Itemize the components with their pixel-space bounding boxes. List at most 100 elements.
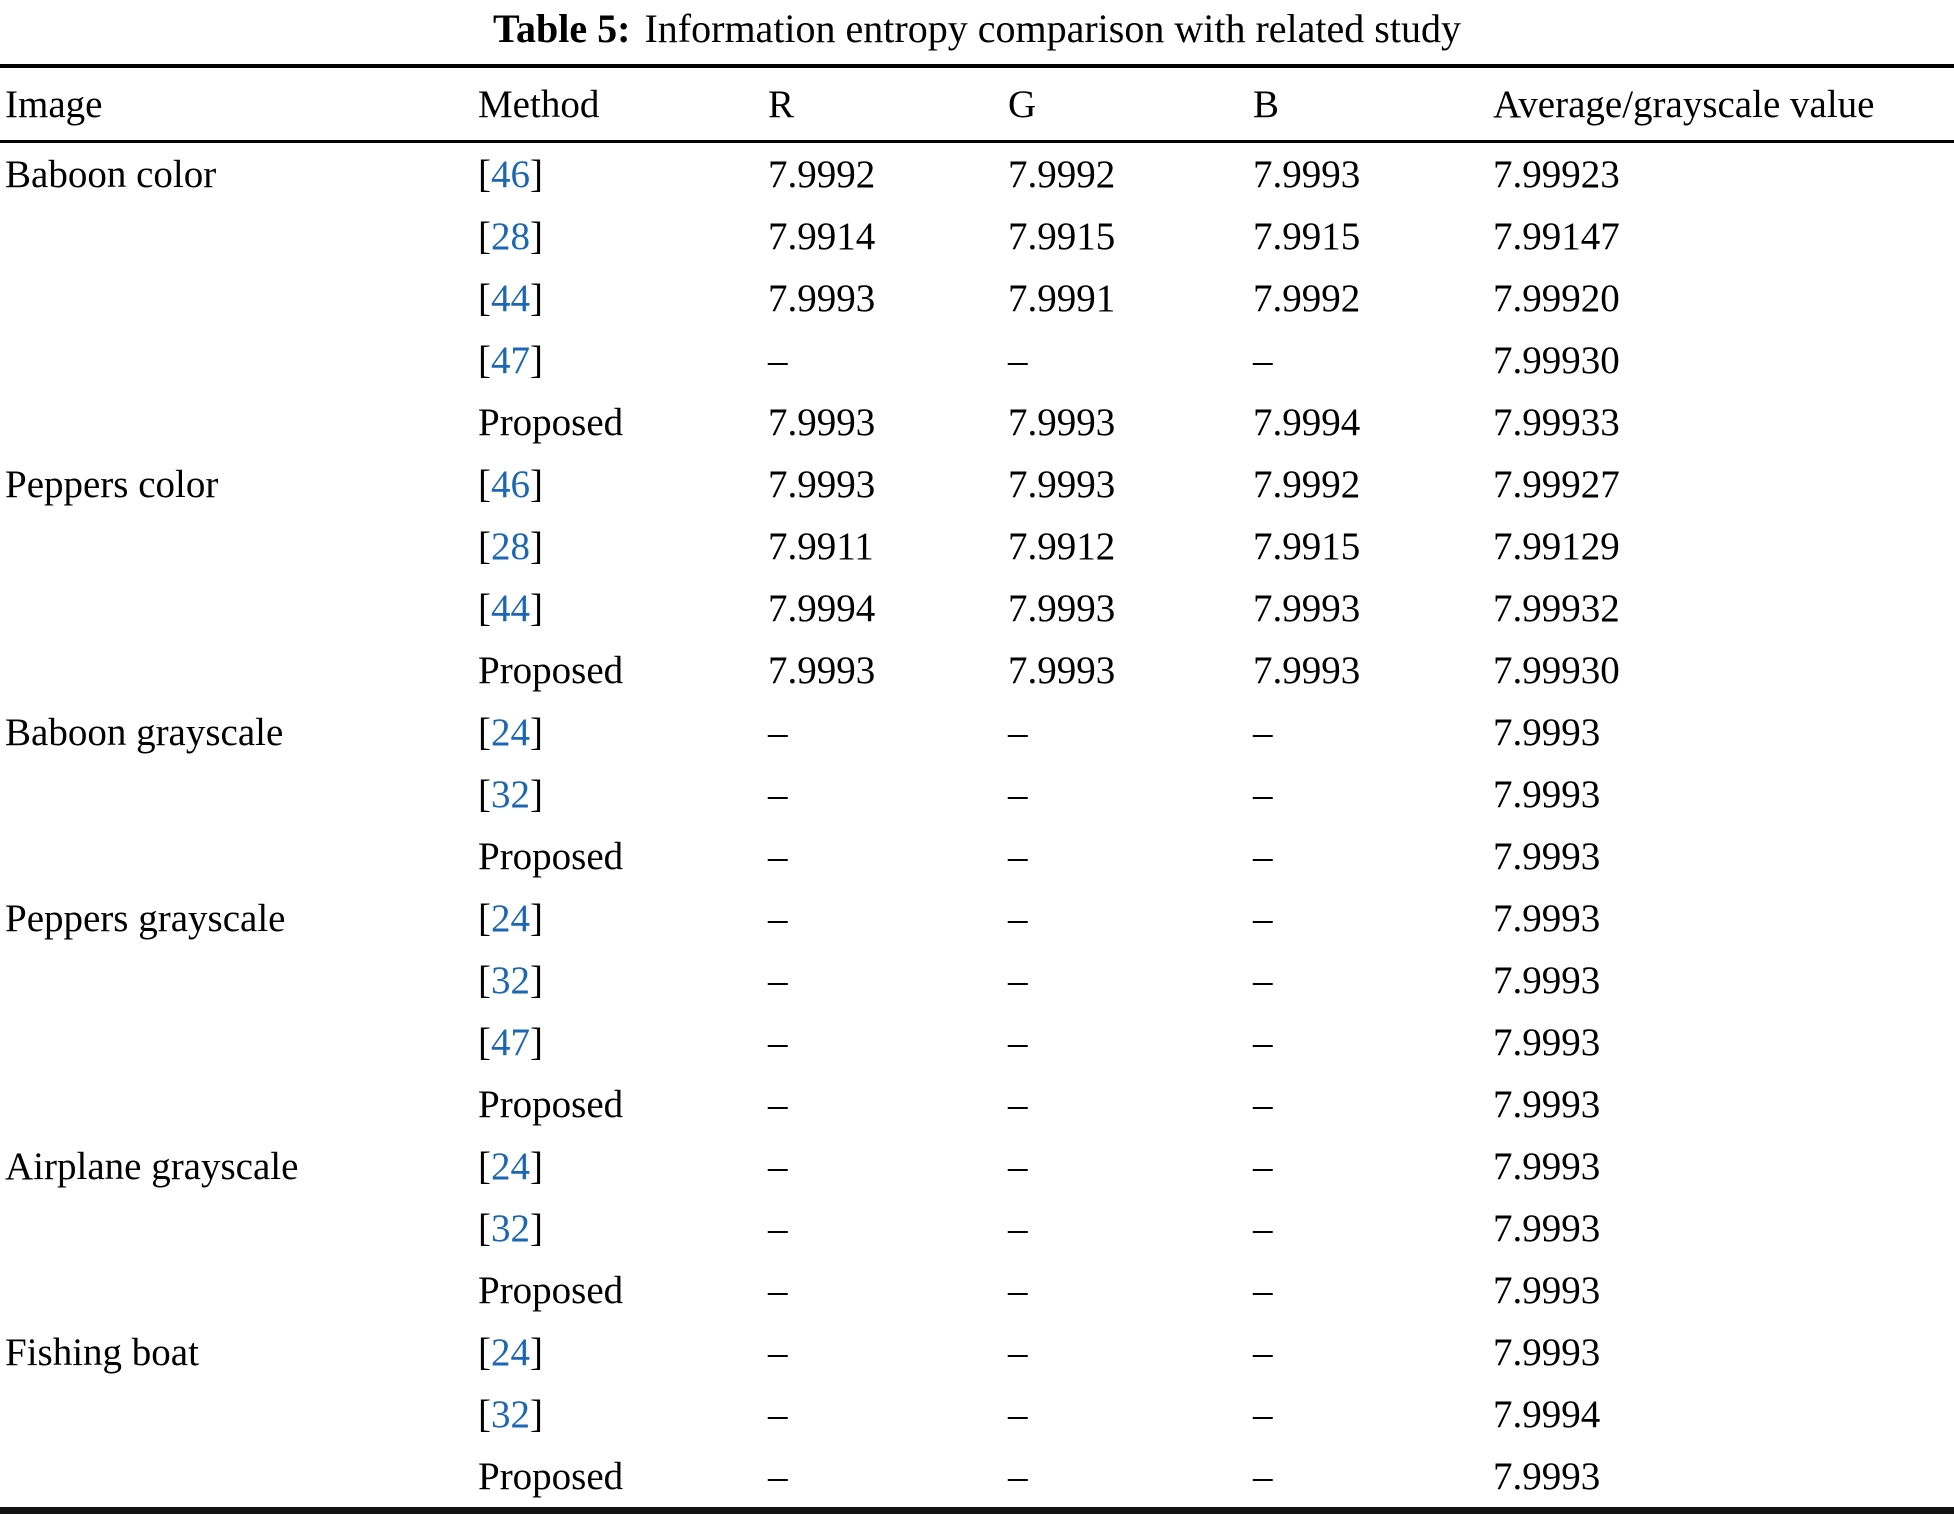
table-row: [32] – – –7.9993 <box>0 763 1954 825</box>
citation-link[interactable]: 24 <box>491 896 530 940</box>
cell-g: – <box>1008 1020 1028 1064</box>
cell-avg: 7.9993 <box>1493 1206 1601 1250</box>
citation-link[interactable]: 44 <box>491 276 530 320</box>
cell-method: [32] <box>478 763 768 825</box>
cell-method: [28] <box>478 205 768 267</box>
table-row: Proposed – – – 7.9993 <box>0 1073 1954 1135</box>
cell-r: – <box>768 1082 788 1126</box>
cell-r: – <box>768 1020 788 1064</box>
cell-method: [46] <box>478 142 768 206</box>
cell-g: 7.9993 <box>1008 586 1116 630</box>
citation-bracket: [ <box>478 772 491 816</box>
cell-b: – <box>1253 1020 1273 1064</box>
cell-r: – <box>768 1268 788 1312</box>
cell-image <box>0 1197 478 1259</box>
table-row: [44] 7.9993 7.9991 7.9992 7.99920 <box>0 267 1954 329</box>
cell-image: Peppers grayscale <box>5 896 286 940</box>
cell-avg: 7.99129 <box>1493 524 1620 568</box>
cell-method: [24] <box>478 1135 768 1197</box>
cell-r: 7.9914 <box>768 214 876 258</box>
cell-g: 7.9993 <box>1008 462 1116 506</box>
citation-bracket: ] <box>530 710 543 754</box>
table-row: [28] 7.9911 7.9912 7.9915 7.99129 <box>0 515 1954 577</box>
column-header-avg: Average/grayscale value <box>1493 64 1954 143</box>
cell-b: – <box>1253 1330 1273 1374</box>
table-row: Peppers color [46] 7.9993 7.9993 7.9992 7.999… <box>0 453 1954 515</box>
cell-method: [46] <box>478 453 768 515</box>
cell-g: – <box>1008 1330 1028 1374</box>
cell-method: [32] <box>478 949 768 1011</box>
cell-method: [44] <box>478 267 768 329</box>
cell-avg: 7.99147 <box>1493 214 1620 258</box>
table-caption: Table 5: Information entropy comparison w… <box>0 0 1954 64</box>
cell-image <box>0 577 478 639</box>
cell-b: 7.9994 <box>1253 400 1361 444</box>
citation-link[interactable]: 24 <box>491 1144 530 1188</box>
cell-method: [32] <box>478 1383 768 1445</box>
cell-avg: 7.9993 <box>1493 710 1601 754</box>
cell-b: 7.9993 <box>1253 648 1361 692</box>
cell-method: Proposed <box>478 400 624 444</box>
cell-avg: 7.9993 <box>1493 896 1601 940</box>
citation-bracket: [ <box>478 1020 491 1064</box>
citation-link[interactable]: 24 <box>491 1330 530 1374</box>
cell-g: – <box>1008 896 1028 940</box>
table-row: Proposed 7.9993 7.9993 7.9993 7.99930 <box>0 639 1954 701</box>
table-row: [44] 7.9994 7.9993 7.9993 7.99932 <box>0 577 1954 639</box>
table-row: Fishing boat [24] – – –7.9993 <box>0 1321 1954 1383</box>
column-header-method: Method <box>478 64 768 143</box>
cell-avg: 7.99920 <box>1493 276 1620 320</box>
cell-b: – <box>1253 1268 1273 1312</box>
cell-b: – <box>1253 710 1273 754</box>
citation-link[interactable]: 24 <box>491 710 530 754</box>
citation-link[interactable]: 46 <box>491 152 530 196</box>
citation-bracket: ] <box>530 896 543 940</box>
cell-image <box>0 205 478 267</box>
citation-link[interactable]: 47 <box>491 338 530 382</box>
citation-bracket: ] <box>530 214 543 258</box>
cell-avg: 7.99933 <box>1493 400 1620 444</box>
table-row: [32] – – –7.9994 <box>0 1383 1954 1445</box>
cell-g: – <box>1008 710 1028 754</box>
citation-bracket: [ <box>478 586 491 630</box>
table-caption-label: Table 5: <box>493 6 631 51</box>
cell-r: – <box>768 772 788 816</box>
citation-bracket: ] <box>530 524 543 568</box>
citation-bracket: [ <box>478 152 491 196</box>
citation-bracket: [ <box>478 524 491 568</box>
cell-avg: 7.9993 <box>1493 1454 1601 1498</box>
citation-link[interactable]: 28 <box>491 214 530 258</box>
column-header-image: Image <box>0 64 478 143</box>
citation-link[interactable]: 46 <box>491 462 530 506</box>
cell-image <box>0 329 478 391</box>
citation-link[interactable]: 32 <box>491 1392 530 1436</box>
cell-method: Proposed <box>478 1082 624 1126</box>
header-row: Image Method R G B Average/grayscale value <box>0 64 1954 143</box>
citation-link[interactable]: 32 <box>491 958 530 1002</box>
citation-bracket: [ <box>478 214 491 258</box>
cell-method: [47] <box>478 329 768 391</box>
cell-avg: 7.9994 <box>1493 1392 1601 1436</box>
citation-bracket: [ <box>478 276 491 320</box>
cell-image <box>0 515 478 577</box>
cell-avg: 7.9993 <box>1493 1082 1601 1126</box>
cell-r: – <box>768 1330 788 1374</box>
entropy-table: Image Method R G B Average/grayscale value Ba… <box>0 64 1954 1514</box>
cell-r: 7.9993 <box>768 462 876 506</box>
citation-link[interactable]: 47 <box>491 1020 530 1064</box>
citation-link[interactable]: 28 <box>491 524 530 568</box>
cell-b: – <box>1253 772 1273 816</box>
cell-method: Proposed <box>478 1268 624 1312</box>
cell-g: – <box>1008 338 1028 382</box>
citation-link[interactable]: 32 <box>491 772 530 816</box>
cell-b: – <box>1253 834 1273 878</box>
cell-r: 7.9992 <box>768 152 876 196</box>
cell-avg: 7.99927 <box>1493 462 1620 506</box>
citation-link[interactable]: 44 <box>491 586 530 630</box>
cell-g: – <box>1008 1082 1028 1126</box>
cell-method: Proposed <box>478 1454 624 1498</box>
citation-link[interactable]: 32 <box>491 1206 530 1250</box>
cell-avg: 7.99923 <box>1493 152 1620 196</box>
cell-avg: 7.9993 <box>1493 772 1601 816</box>
cell-avg: 7.99930 <box>1493 648 1620 692</box>
